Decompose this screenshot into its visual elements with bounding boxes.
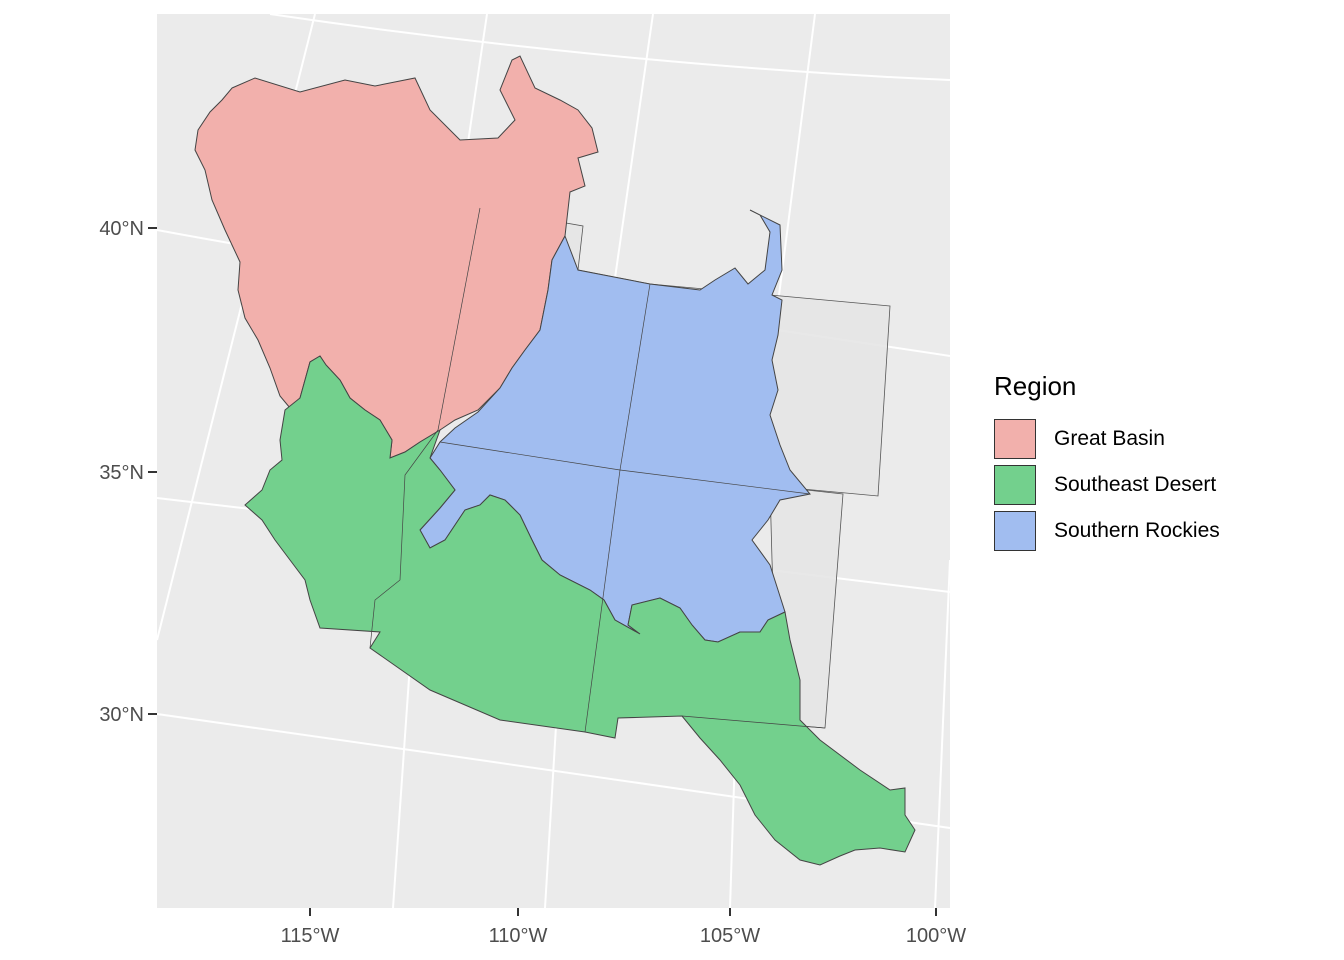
legend-key <box>994 511 1036 551</box>
legend-label: Great Basin <box>1054 427 1165 450</box>
x-tick-label: 110°W <box>489 925 548 947</box>
axis-ticks <box>148 227 937 916</box>
x-tick-label: 115°W <box>281 925 340 947</box>
legend-key <box>994 419 1036 459</box>
state-boundary <box>439 441 811 495</box>
y-tick-label: 40°N <box>99 218 144 240</box>
region-great-basin <box>194 55 599 459</box>
legend-item-southern-rockies: Southern Rockies <box>994 508 1314 554</box>
meridian-line <box>934 559 951 909</box>
state-boundaries <box>369 207 826 733</box>
state-boundary <box>681 715 826 729</box>
legend-item-great-basin: Great Basin <box>994 416 1314 462</box>
legend-item-southeast-desert: Southeast Desert <box>994 462 1314 508</box>
legend-label: Southern Rockies <box>1054 519 1220 542</box>
legend: Region Great Basin Southeast Desert Sout… <box>994 370 1314 554</box>
state-boundary <box>437 207 481 431</box>
state-boundary <box>584 283 651 733</box>
state-boundary <box>369 429 439 649</box>
legend-title: Region <box>994 371 1077 401</box>
x-tick-label: 105°W <box>700 925 760 947</box>
y-tick-label: 30°N <box>99 704 144 726</box>
region-southeast-desert <box>244 355 916 866</box>
parallel-line <box>269 13 951 81</box>
legend-key <box>994 465 1036 505</box>
y-tick-label: 35°N <box>99 462 144 484</box>
x-tick-label: 100°W <box>906 925 966 947</box>
legend-label: Southeast Desert <box>1054 473 1217 496</box>
